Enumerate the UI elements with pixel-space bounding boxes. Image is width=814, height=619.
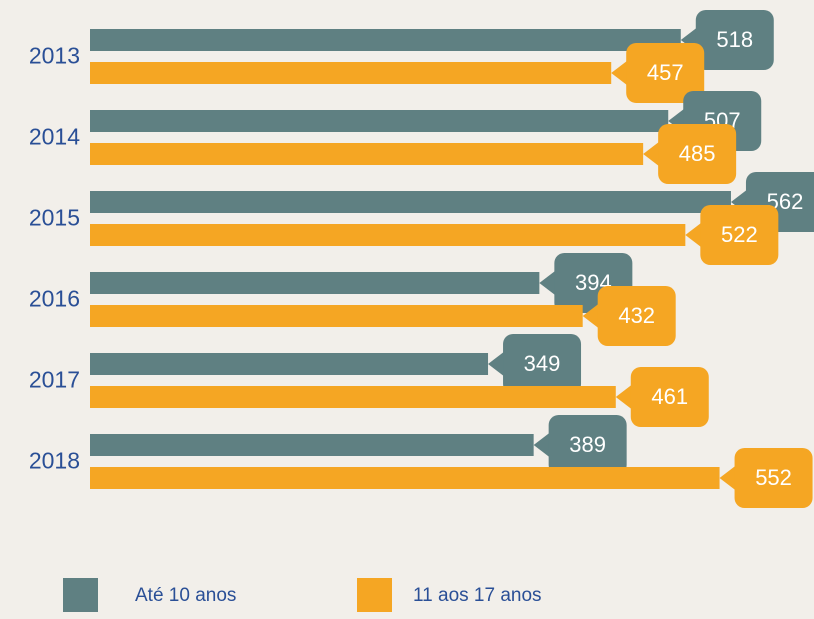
- label-pointer: [488, 351, 506, 377]
- bar: [90, 143, 644, 165]
- legend-label: Até 10 anos: [135, 585, 236, 606]
- legend-label: 11 aos 17 anos: [413, 585, 542, 606]
- label-box: [700, 205, 779, 265]
- bar: [90, 434, 534, 456]
- label-pointer: [719, 465, 737, 491]
- bar: [90, 467, 720, 489]
- data-label: 389: [569, 432, 606, 457]
- label-box: [734, 448, 813, 508]
- y-tick-label: 2018: [29, 448, 80, 474]
- label-pointer: [643, 141, 661, 167]
- legend-swatch: [357, 578, 392, 612]
- data-label: 461: [651, 384, 688, 409]
- y-tick-label: 2015: [29, 205, 80, 231]
- label-pointer: [685, 222, 703, 248]
- label-box: [548, 415, 627, 475]
- bar: [90, 29, 681, 51]
- label-box: [626, 43, 705, 103]
- legend-swatch: [63, 578, 98, 612]
- data-label: 552: [755, 465, 792, 490]
- bar: [90, 353, 489, 375]
- bar: [90, 386, 616, 408]
- data-label: 522: [721, 222, 758, 247]
- data-label: 432: [618, 303, 655, 328]
- y-tick-label: 2016: [29, 286, 80, 312]
- label-box: [695, 10, 774, 70]
- label-box: [597, 286, 676, 346]
- data-label: 457: [647, 60, 684, 85]
- data-label: 518: [716, 27, 753, 52]
- label-pointer: [615, 384, 633, 410]
- label-box: [658, 124, 737, 184]
- y-tick-label: 2017: [29, 367, 80, 393]
- bar: [90, 191, 731, 213]
- y-tick-label: 2014: [29, 124, 80, 150]
- label-pointer: [611, 60, 629, 86]
- data-label: 349: [524, 351, 561, 376]
- bar: [90, 62, 612, 84]
- label-box: [503, 334, 582, 394]
- label-box: [630, 367, 709, 427]
- bar: [90, 224, 686, 246]
- bar: [90, 305, 583, 327]
- label-pointer: [533, 432, 551, 458]
- label-pointer: [539, 270, 557, 296]
- y-tick-label: 2013: [29, 43, 80, 69]
- bar: [90, 272, 540, 294]
- label-pointer: [582, 303, 600, 329]
- bar: [90, 110, 669, 132]
- data-label: 485: [679, 141, 716, 166]
